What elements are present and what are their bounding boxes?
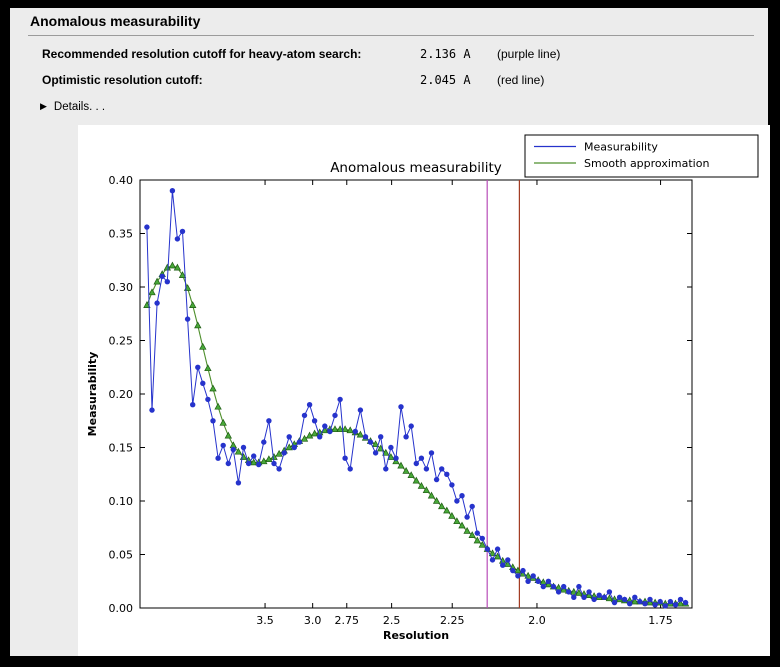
details-label[interactable]: Details. . . bbox=[53, 101, 106, 113]
legend-smooth-label: Smooth approximation bbox=[584, 157, 709, 170]
x-axis-label: Resolution bbox=[383, 629, 449, 642]
recommended-cutoff-value: 2.136 A bbox=[420, 47, 471, 61]
legend-measurability-label: Measurability bbox=[584, 141, 658, 154]
svg-text:2.5: 2.5 bbox=[383, 614, 401, 627]
svg-text:0.00: 0.00 bbox=[109, 602, 134, 615]
disclosure-triangle-icon[interactable]: ▶ bbox=[40, 101, 47, 111]
plot-frame bbox=[139, 179, 693, 609]
svg-text:0.40: 0.40 bbox=[109, 174, 134, 187]
svg-text:2.0: 2.0 bbox=[528, 614, 546, 627]
svg-text:1.75: 1.75 bbox=[648, 614, 673, 627]
anomalous-measurability-chart: 0.00 0.05 0.10 0.15 0.20 0.25 0.30 0.35 0.40 3.5 3… bbox=[86, 134, 759, 642]
svg-text:3.5: 3.5 bbox=[256, 614, 274, 627]
legend: Measurability Smooth approximation bbox=[524, 134, 759, 178]
svg-text:3.0: 3.0 bbox=[304, 614, 322, 627]
optimistic-cutoff-label: Optimistic resolution cutoff: bbox=[42, 73, 203, 87]
axis-ticks bbox=[140, 179, 692, 609]
panel: Anomalous measurability Recommended reso… bbox=[10, 8, 770, 656]
legend-box bbox=[524, 134, 759, 178]
svg-text:0.20: 0.20 bbox=[109, 388, 134, 401]
optimistic-cutoff-value: 2.045 A bbox=[420, 73, 471, 87]
svg-text:0.25: 0.25 bbox=[109, 335, 134, 348]
svg-text:0.35: 0.35 bbox=[109, 228, 134, 241]
recommended-cutoff-note: (purple line) bbox=[497, 47, 561, 61]
recommended-cutoff-label: Recommended resolution cutoff for heavy-… bbox=[42, 47, 362, 61]
page-title: Anomalous measurability bbox=[30, 13, 201, 29]
optimistic-cutoff-row: Optimistic resolution cutoff: 2.045 A (r… bbox=[10, 73, 768, 89]
tick-labels: 0.00 0.05 0.10 0.15 0.20 0.25 0.30 0.35 0.40 3.5 3… bbox=[109, 174, 673, 627]
svg-text:2.25: 2.25 bbox=[440, 614, 465, 627]
measurability-series bbox=[144, 188, 689, 609]
optimistic-cutoff-note: (red line) bbox=[497, 73, 545, 87]
separator bbox=[28, 35, 754, 36]
svg-text:0.05: 0.05 bbox=[109, 549, 134, 562]
svg-text:2.75: 2.75 bbox=[335, 614, 360, 627]
figure-canvas: 0.00 0.05 0.10 0.15 0.20 0.25 0.30 0.35 0.40 3.5 3… bbox=[78, 125, 770, 656]
recommended-cutoff-row: Recommended resolution cutoff for heavy-… bbox=[10, 47, 768, 63]
svg-text:0.15: 0.15 bbox=[109, 442, 134, 455]
svg-text:0.30: 0.30 bbox=[109, 281, 134, 294]
y-axis-label: Measurability bbox=[86, 352, 99, 437]
details-toggle[interactable]: ▶ Details. . . bbox=[40, 101, 105, 113]
chart-title: Anomalous measurability bbox=[330, 160, 502, 176]
svg-text:0.10: 0.10 bbox=[109, 495, 134, 508]
